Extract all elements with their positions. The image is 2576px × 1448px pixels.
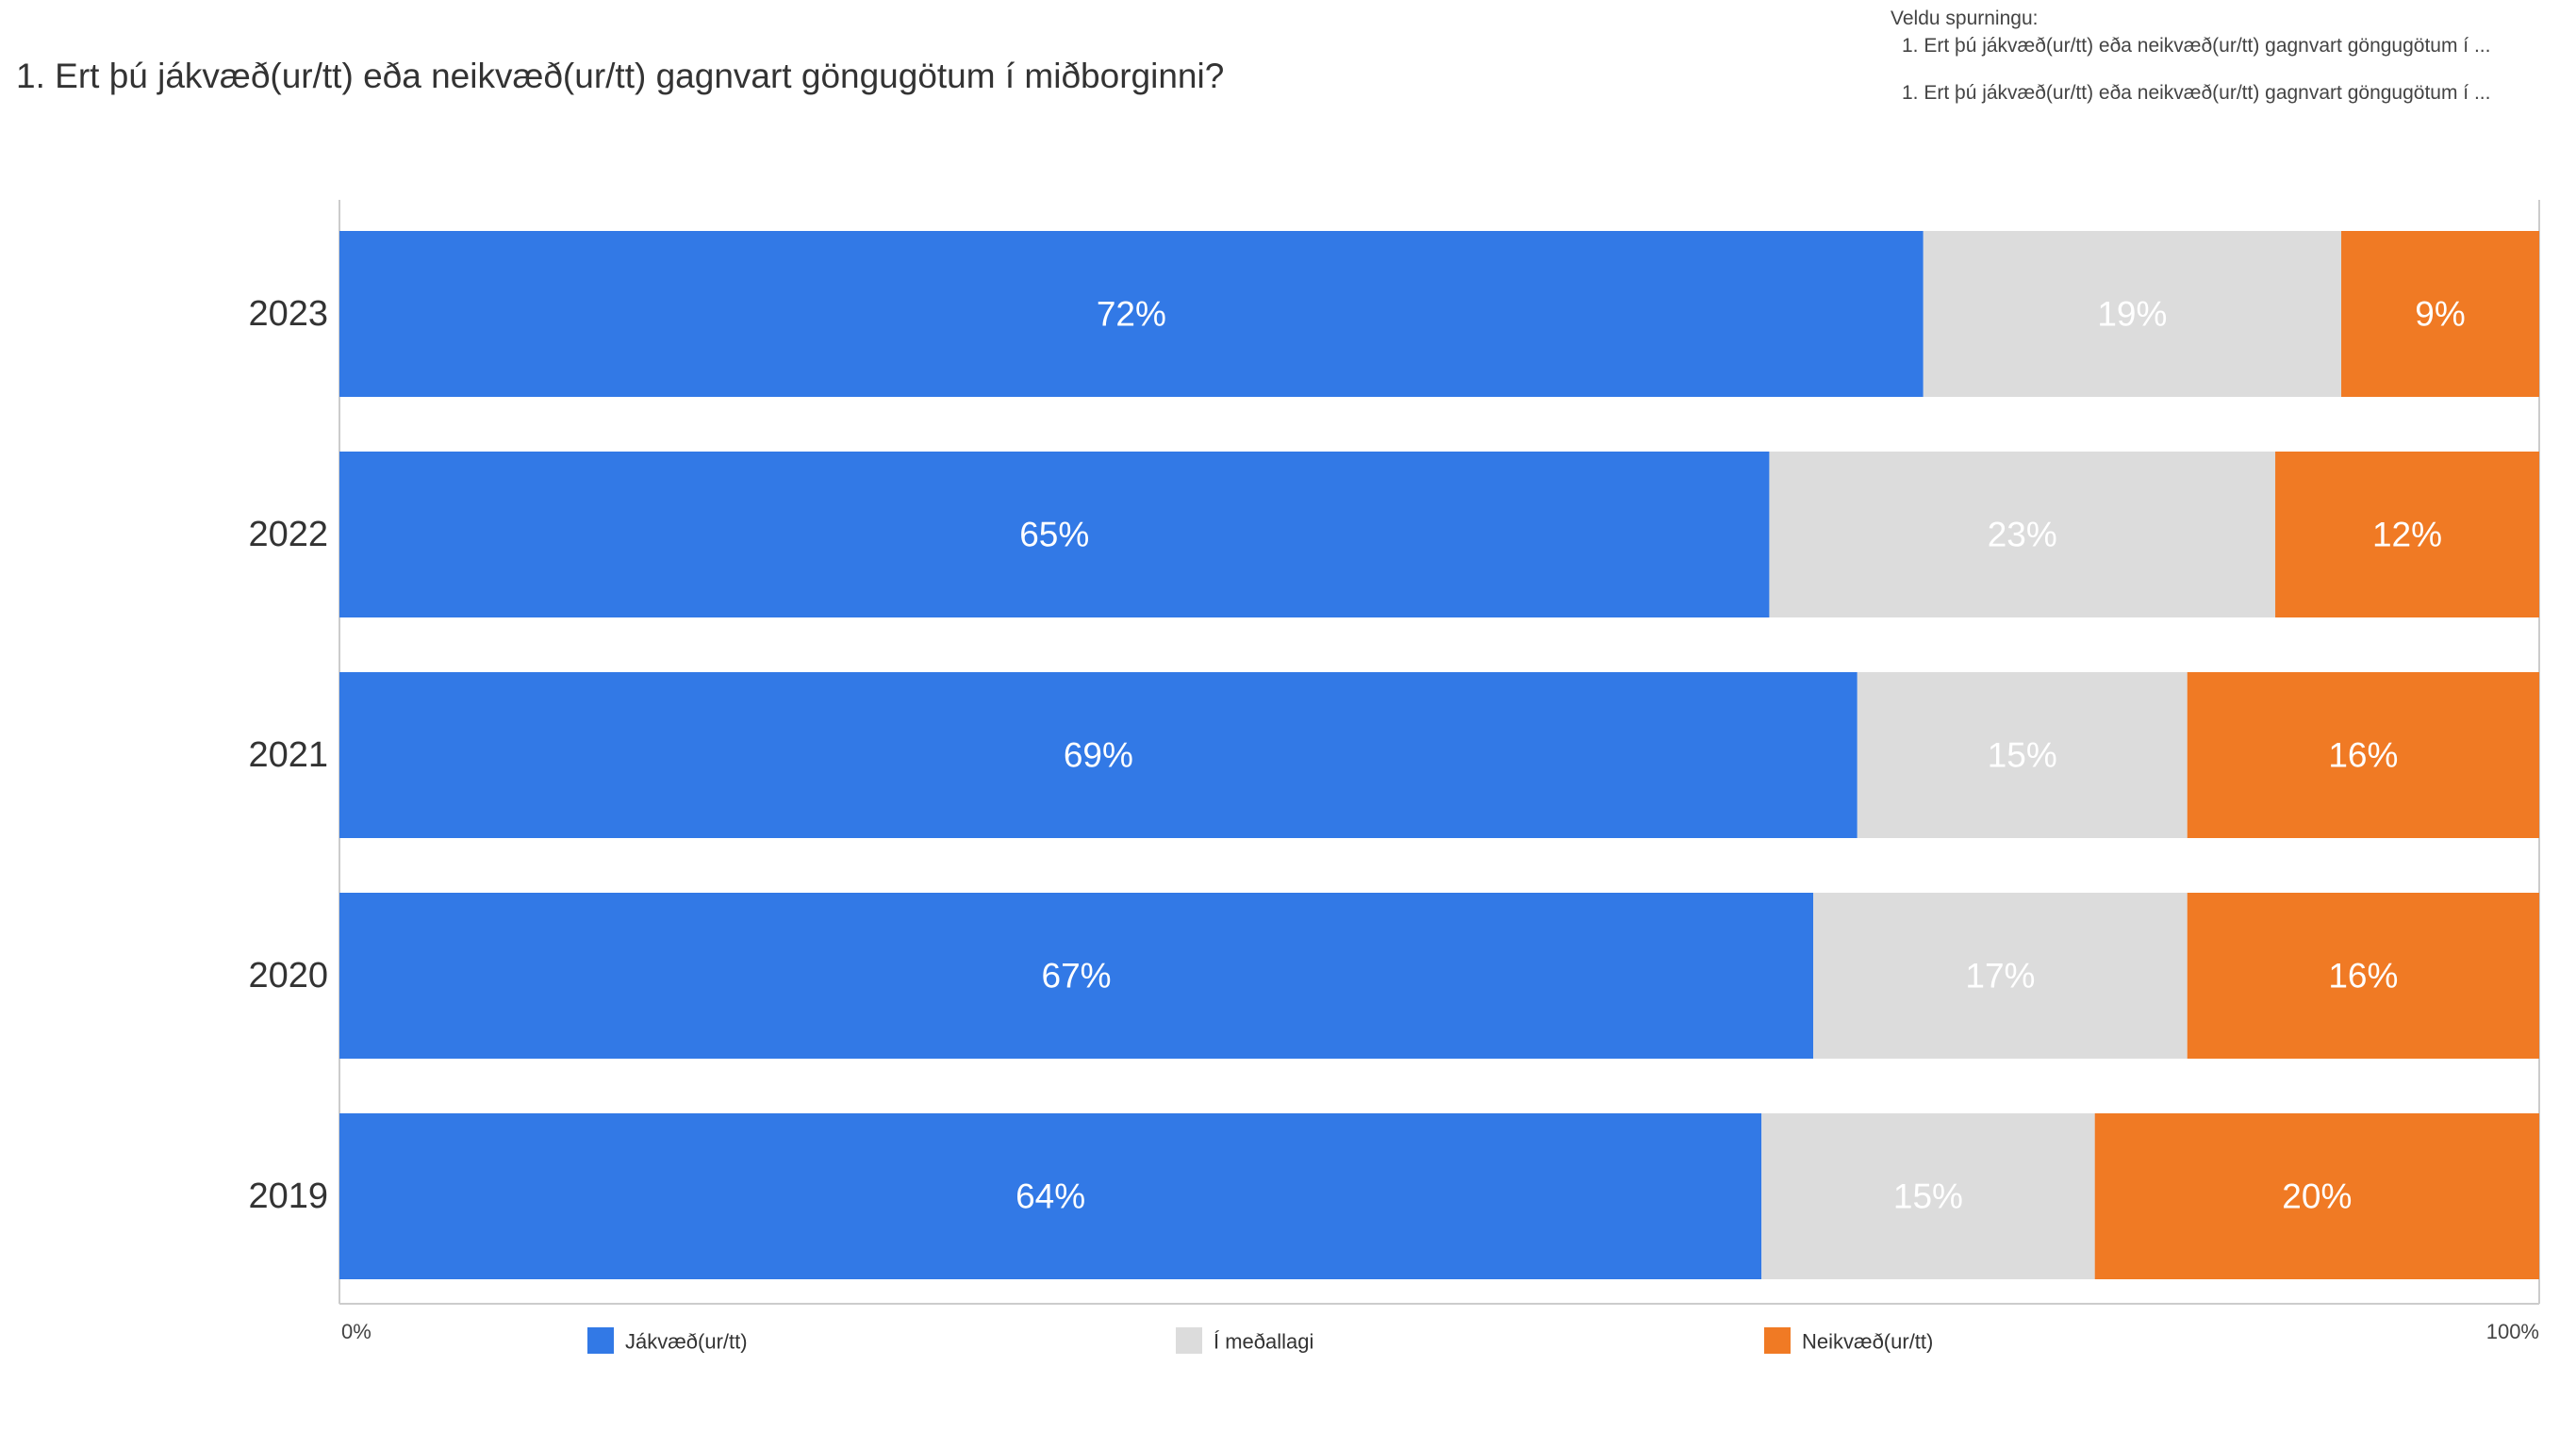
category-label: 2022 [248, 515, 328, 554]
bar-segment[interactable] [339, 672, 1858, 838]
legend-label: Neikvæð(ur/tt) [1802, 1330, 1933, 1354]
question-selector[interactable]: Veldu spurningu: 1. Ert þú jákvæð(ur/tt)… [1891, 8, 2569, 105]
chart-title: 1. Ert þú jákvæð(ur/tt) eða neikvæð(ur/t… [16, 57, 1225, 95]
plot-area [339, 200, 2540, 1305]
x-tick-label: 0% [341, 1320, 372, 1343]
question-option[interactable]: 1. Ert þú jákvæð(ur/tt) eða neikvæð(ur/t… [1902, 35, 2491, 57]
bar-segment[interactable] [2094, 1113, 2539, 1279]
category-label: 2023 [248, 294, 328, 334]
legend-swatch [1764, 1327, 1791, 1354]
bar-segment[interactable] [339, 452, 1770, 617]
data-label: 72% [1097, 295, 1166, 334]
bar-segment[interactable] [1923, 231, 2342, 397]
data-label: 15% [1893, 1177, 1963, 1216]
data-label: 19% [2097, 295, 2167, 334]
data-label: 20% [2282, 1177, 2352, 1216]
data-label: 23% [1988, 516, 2057, 554]
category-label: 2021 [248, 735, 328, 775]
category-labels: 2023 2022 2021 2020 2019 [248, 294, 328, 1216]
data-label: 69% [1064, 736, 1133, 775]
bar-segment[interactable] [2187, 893, 2539, 1059]
bar-segment[interactable] [1769, 452, 2276, 617]
data-label: 64% [1016, 1177, 1085, 1216]
data-label: 67% [1042, 957, 1112, 996]
data-label: 17% [1965, 957, 2035, 996]
bar-segment[interactable] [339, 1113, 1762, 1279]
data-label: 16% [2328, 957, 2398, 996]
bar-segment[interactable] [1857, 672, 2188, 838]
legend-swatch [587, 1327, 614, 1354]
legend-label: Í meðallagi [1214, 1330, 1313, 1354]
question-selector-label: Veldu spurningu: [1891, 8, 2039, 29]
data-label: 65% [1019, 516, 1089, 554]
bar-segment[interactable] [1813, 893, 2188, 1059]
question-option[interactable]: 1. Ert þú jákvæð(ur/tt) eða neikvæð(ur/t… [1902, 82, 2491, 104]
data-label: 12% [2372, 516, 2442, 554]
legend-swatch [1176, 1327, 1202, 1354]
legend-label: Jákvæð(ur/tt) [625, 1330, 748, 1354]
data-label: 15% [1988, 736, 2057, 775]
category-label: 2019 [248, 1176, 328, 1216]
bar-segment[interactable] [1761, 1113, 2095, 1279]
data-label: 16% [2328, 736, 2398, 775]
bar-segment[interactable] [339, 231, 1924, 397]
category-label: 2020 [248, 956, 328, 996]
bar-segment[interactable] [2275, 452, 2539, 617]
data-label: 9% [2415, 295, 2465, 334]
x-axis: 0% 100% [341, 1320, 2539, 1343]
legend: Jákvæð(ur/tt) Í meðallagi Neikvæð(ur/tt) [587, 1327, 1933, 1354]
bar-segment[interactable] [2341, 231, 2539, 397]
bar-segment[interactable] [339, 893, 1814, 1059]
x-tick-label: 100% [2486, 1320, 2539, 1343]
bar-segment[interactable] [2187, 672, 2539, 838]
data-labels: 72% 19% 9% 65% 23% 12% 69% 15% 16% 67% 17% 16% 64% 15… [1016, 295, 2466, 1216]
